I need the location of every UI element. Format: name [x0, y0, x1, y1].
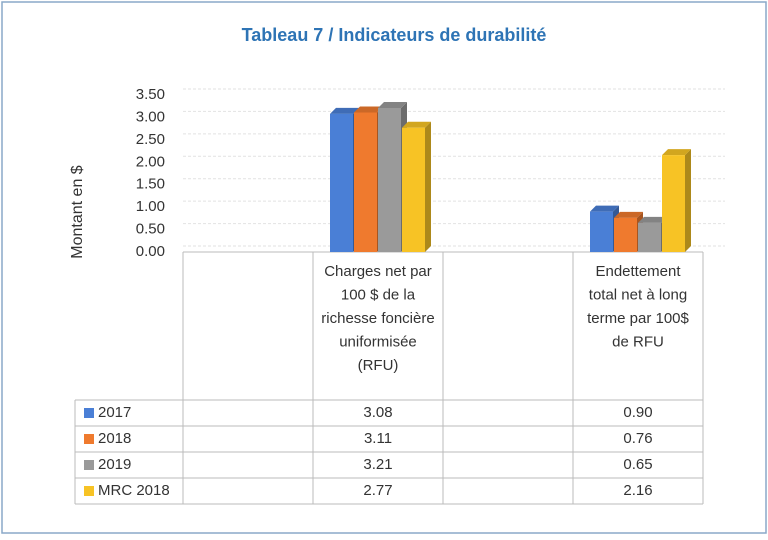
- y-tick-label: 2.50: [136, 131, 165, 148]
- y-tick-label: 0.50: [136, 221, 165, 238]
- bar: [354, 112, 377, 252]
- bar: [638, 222, 661, 252]
- legend-label: 2018: [98, 430, 131, 447]
- bar-side: [425, 121, 431, 252]
- bar-top: [402, 121, 431, 128]
- bar: [402, 127, 425, 252]
- legend-label: 2019: [98, 456, 131, 473]
- bar: [662, 155, 685, 252]
- data-label: 3.11: [364, 430, 392, 447]
- legend-label: 2017: [98, 404, 131, 421]
- bar-top: [330, 107, 359, 114]
- data-label: 0.65: [623, 456, 652, 473]
- data-label: 3.08: [363, 404, 392, 421]
- bar-top: [614, 211, 643, 218]
- y-tick-label: 1.50: [136, 176, 165, 193]
- bar-top: [590, 205, 619, 212]
- bar-side: [685, 149, 691, 252]
- data-label: 0.90: [623, 404, 652, 421]
- data-label: 2.77: [363, 482, 392, 499]
- x-tick-label: Charges net par 100 $ de la richesse fonci…: [321, 263, 434, 374]
- bar-top: [662, 149, 691, 156]
- y-tick-label: 0.00: [136, 243, 165, 260]
- x-tick-label: Endettement total net à long terme par 100…: [587, 263, 689, 351]
- y-tick-label: 3.50: [136, 86, 165, 103]
- legend-swatch: [84, 408, 94, 418]
- legend-swatch: [84, 434, 94, 444]
- bar: [614, 217, 637, 252]
- legend-label: MRC 2018: [98, 482, 170, 499]
- legend-swatch: [84, 486, 94, 496]
- chart-title: Tableau 7 / Indicateurs de durabilité: [242, 25, 547, 45]
- data-label: 3.21: [363, 456, 392, 473]
- bar-top: [638, 216, 667, 223]
- bar: [378, 108, 401, 252]
- y-tick-label: 3.00: [136, 108, 165, 125]
- bar: [590, 211, 613, 252]
- bar: [330, 113, 353, 252]
- y-axis-label: Montant en $: [69, 165, 86, 259]
- bar-top: [378, 102, 407, 109]
- y-tick-label: 2.00: [136, 153, 165, 170]
- legend-swatch: [84, 460, 94, 470]
- bar-top: [354, 106, 383, 113]
- y-tick-label: 1.00: [136, 198, 165, 215]
- data-label: 2.16: [623, 482, 652, 499]
- data-label: 0.76: [623, 430, 652, 447]
